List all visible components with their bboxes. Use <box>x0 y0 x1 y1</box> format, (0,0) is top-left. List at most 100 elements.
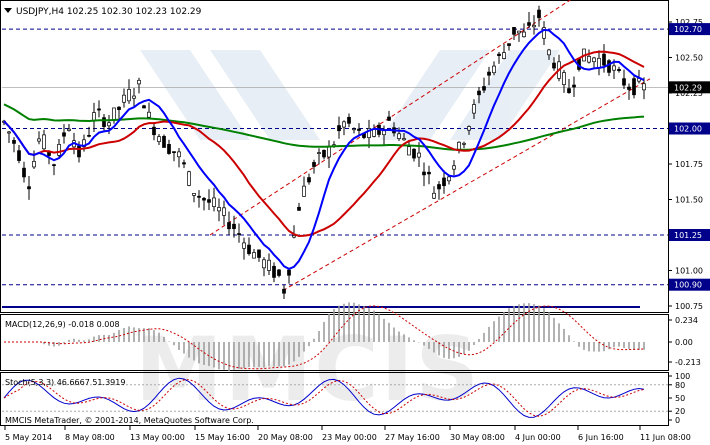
candle-body <box>562 72 566 85</box>
candle-body <box>457 141 461 150</box>
candle-body <box>432 192 436 199</box>
candle-body <box>17 150 21 161</box>
candle-body <box>212 197 216 207</box>
candle-body <box>102 117 106 128</box>
candle-body <box>262 259 266 269</box>
candle-body <box>152 126 156 136</box>
candle-body <box>187 171 191 186</box>
candle-body <box>202 197 206 201</box>
candle-body <box>127 89 131 102</box>
candle-body <box>277 269 281 276</box>
candle-body <box>487 71 491 76</box>
candle-body <box>532 25 536 28</box>
channel-upper[interactable] <box>209 0 580 236</box>
candle-body <box>572 84 576 88</box>
candle-body <box>527 22 531 26</box>
candle-body <box>207 199 211 203</box>
candle-body <box>412 148 416 159</box>
level-label: 101.25 <box>674 231 702 240</box>
ma-red-line[interactable] <box>3 50 645 238</box>
candle-body <box>307 177 311 183</box>
candle-body <box>367 128 371 139</box>
x-tick-label: 13 May 00:00 <box>130 433 185 442</box>
ma-blue-line[interactable] <box>3 28 645 271</box>
candle-body <box>427 171 431 175</box>
x-tick-label: 4 Jun 00:00 <box>515 433 561 442</box>
candle-body <box>502 52 506 59</box>
candle-body <box>217 207 221 212</box>
candle-body <box>462 142 466 145</box>
candle-body <box>257 249 261 258</box>
candle-body <box>177 151 181 158</box>
candle-body <box>142 105 146 109</box>
candle-body <box>632 78 636 96</box>
candle-body <box>482 86 486 91</box>
candle-body <box>302 185 306 197</box>
candle-body <box>402 138 406 141</box>
candle-body <box>57 143 61 156</box>
x-tick-label: 6 Jun 16:00 <box>578 433 624 442</box>
stoch-tick-label: 0 <box>675 416 680 425</box>
candle-body <box>397 133 401 139</box>
chart-header-arrow-icon <box>4 8 12 13</box>
candle-body <box>602 53 606 66</box>
candle-body <box>422 171 426 176</box>
candle-body <box>267 259 271 271</box>
candle-body <box>122 94 126 103</box>
x-tick-label: 15 May 16:00 <box>195 433 250 442</box>
candle-body <box>552 62 556 69</box>
candle-body <box>537 9 541 19</box>
candle-body <box>627 86 631 90</box>
candle-body <box>167 144 171 154</box>
candle-body <box>77 145 81 158</box>
y-tick-label: 102.25 <box>675 89 703 98</box>
level-label: 102.00 <box>674 125 702 134</box>
current-price-label: 102.29 <box>674 83 702 92</box>
candle-body <box>287 269 291 276</box>
x-tick-label: 23 May 00:00 <box>322 433 377 442</box>
ma-green-line[interactable] <box>3 103 645 151</box>
candle-body <box>497 53 501 56</box>
candle-body <box>617 69 621 72</box>
channel-lower[interactable] <box>282 78 651 291</box>
candle-body <box>37 138 41 142</box>
candle-body <box>252 252 256 259</box>
candle-body <box>467 126 471 131</box>
candle-body <box>357 128 361 131</box>
stoch-tick-label: 50 <box>675 394 685 403</box>
candle-body <box>87 135 91 137</box>
main-pane[interactable] <box>0 0 669 313</box>
candle-body <box>282 288 286 294</box>
macd-signal-line[interactable] <box>4 305 645 370</box>
candle-body <box>162 135 166 148</box>
candle-body <box>22 167 26 178</box>
candle-body <box>347 116 351 124</box>
candle-body <box>147 111 151 118</box>
candle-body <box>112 107 116 121</box>
candle-body <box>372 129 376 137</box>
candle-body <box>197 195 201 198</box>
level-label-box <box>669 229 710 241</box>
level-label-box <box>669 278 710 291</box>
candle-body <box>272 265 276 278</box>
candle-body <box>42 134 46 150</box>
candle-body <box>247 244 251 255</box>
y-tick-label: 100.75 <box>675 302 703 311</box>
y-tick-label: 102.50 <box>675 54 703 63</box>
candle-body <box>182 162 186 165</box>
candle-body <box>447 176 451 182</box>
candle-body <box>157 136 161 142</box>
candle-body <box>322 149 326 158</box>
y-tick-label: 102.75 <box>675 18 703 27</box>
candle-body <box>117 106 121 110</box>
candle-body <box>642 83 646 91</box>
candle-body <box>312 162 316 167</box>
candle-body <box>507 43 511 46</box>
stoch-tick-label: 80 <box>675 381 685 390</box>
x-tick-label: 30 May 08:00 <box>450 433 505 442</box>
stoch-d-line[interactable] <box>3 379 645 417</box>
candle-body <box>352 128 356 131</box>
x-tick-label: 20 May 08:00 <box>258 433 313 442</box>
candle-body <box>317 152 321 154</box>
